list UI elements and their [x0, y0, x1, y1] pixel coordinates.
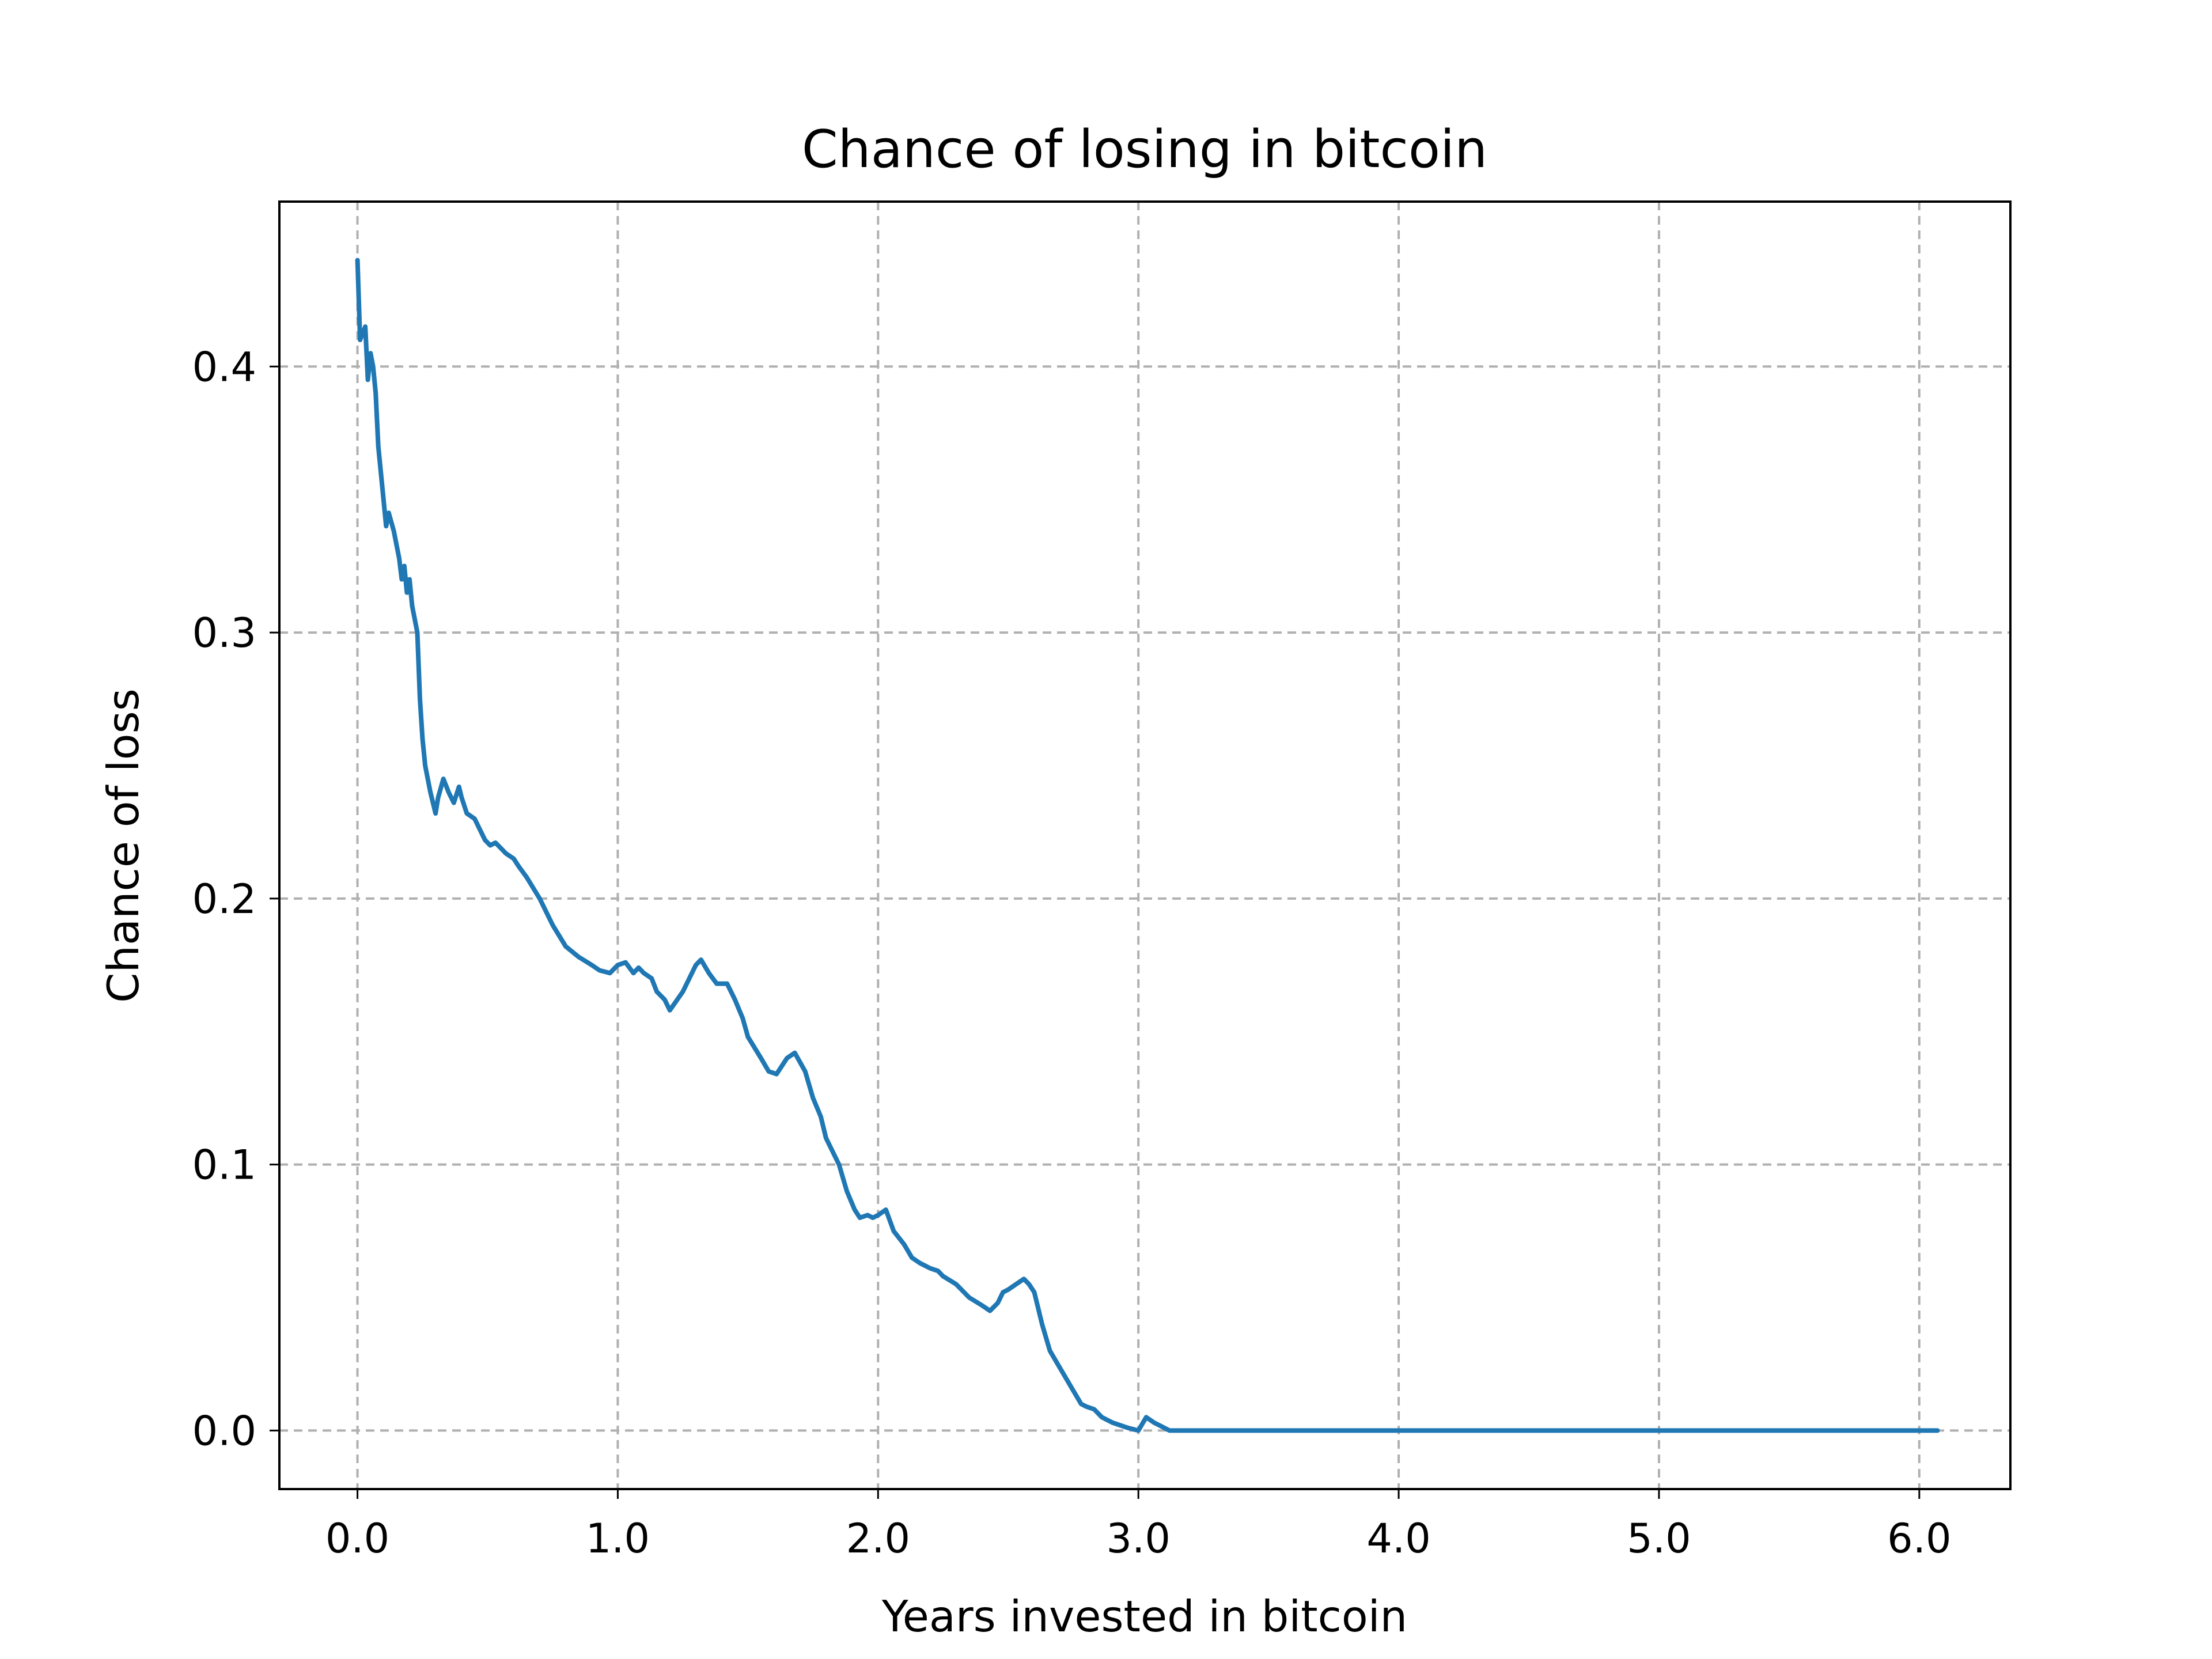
x-axis: 0.0 1.0 2.0 3.0 4.0 5.0 6.0 [325, 1489, 1952, 1562]
x-axis-label: Years invested in bitcoin [881, 1591, 1407, 1642]
y-tick-label: 0.0 [192, 1407, 256, 1455]
y-tick-label: 0.2 [192, 876, 256, 923]
x-tick-label: 2.0 [846, 1515, 910, 1562]
y-tick-label: 0.1 [192, 1142, 256, 1189]
y-axis: 0.0 0.1 0.2 0.3 0.4 [192, 343, 279, 1455]
x-tick-label: 4.0 [1366, 1515, 1430, 1562]
x-tick-label: 6.0 [1887, 1515, 1951, 1562]
x-tick-label: 0.0 [325, 1515, 389, 1562]
y-tick-label: 0.3 [192, 609, 256, 657]
x-tick-label: 3.0 [1107, 1515, 1171, 1562]
y-axis-label: Chance of loss [98, 688, 149, 1003]
chart-title: Chance of losing in bitcoin [802, 119, 1487, 180]
x-tick-label: 5.0 [1627, 1515, 1691, 1562]
grid [279, 202, 2010, 1489]
series-line [355, 257, 1940, 1433]
plot-frame [278, 200, 2012, 1490]
y-tick-label: 0.4 [192, 343, 256, 391]
x-tick-label: 1.0 [586, 1515, 650, 1562]
series-layer [355, 257, 1940, 1433]
